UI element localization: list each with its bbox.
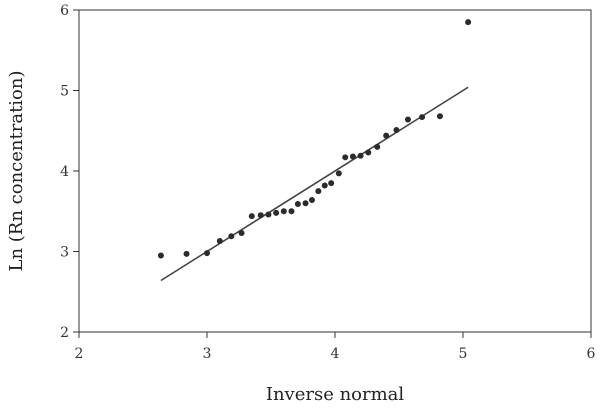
data-point bbox=[238, 229, 245, 236]
data-point bbox=[436, 113, 443, 120]
data-point bbox=[228, 233, 235, 240]
x-tick-label: 4 bbox=[331, 346, 340, 362]
data-point bbox=[357, 152, 364, 159]
x-tick-label: 3 bbox=[203, 346, 212, 362]
x-tick-label: 6 bbox=[587, 346, 596, 362]
data-point bbox=[288, 208, 295, 215]
data-point bbox=[273, 209, 280, 216]
plot-axes: 2 3 4 5 6 2 3 4 5 6 bbox=[60, 3, 595, 362]
data-point bbox=[257, 212, 264, 219]
data-point bbox=[280, 208, 287, 215]
y-tick-label: 5 bbox=[60, 84, 69, 100]
data-point bbox=[404, 116, 411, 123]
data-point bbox=[183, 250, 190, 257]
data-point bbox=[374, 143, 381, 150]
fit-line-group bbox=[160, 86, 469, 282]
y-tick-label: 4 bbox=[60, 164, 69, 180]
data-points-group bbox=[157, 19, 472, 259]
data-point bbox=[419, 114, 426, 121]
data-point bbox=[383, 132, 390, 139]
data-point bbox=[349, 153, 356, 160]
y-axis-title: Ln (Rn concentration) bbox=[6, 70, 27, 271]
x-axis-title: Inverse normal bbox=[266, 384, 405, 405]
data-point bbox=[204, 250, 210, 257]
data-point bbox=[342, 154, 349, 161]
y-tick-label: 2 bbox=[60, 325, 69, 341]
data-point bbox=[265, 211, 272, 218]
x-tick-label: 2 bbox=[75, 346, 84, 362]
data-point bbox=[328, 180, 335, 187]
data-point bbox=[216, 238, 223, 245]
data-point bbox=[248, 213, 255, 220]
data-point bbox=[393, 126, 400, 133]
fit-line bbox=[160, 86, 469, 282]
data-point bbox=[465, 19, 472, 26]
x-tick-label: 5 bbox=[459, 346, 468, 362]
data-point bbox=[302, 200, 309, 207]
data-point bbox=[335, 170, 342, 177]
data-point bbox=[157, 252, 164, 259]
data-point bbox=[315, 188, 322, 195]
y-tick-label: 6 bbox=[60, 3, 69, 19]
y-tick-label: 3 bbox=[60, 245, 69, 261]
data-point bbox=[321, 182, 328, 189]
data-point bbox=[308, 196, 315, 203]
data-point bbox=[294, 201, 301, 208]
data-point bbox=[365, 149, 372, 156]
